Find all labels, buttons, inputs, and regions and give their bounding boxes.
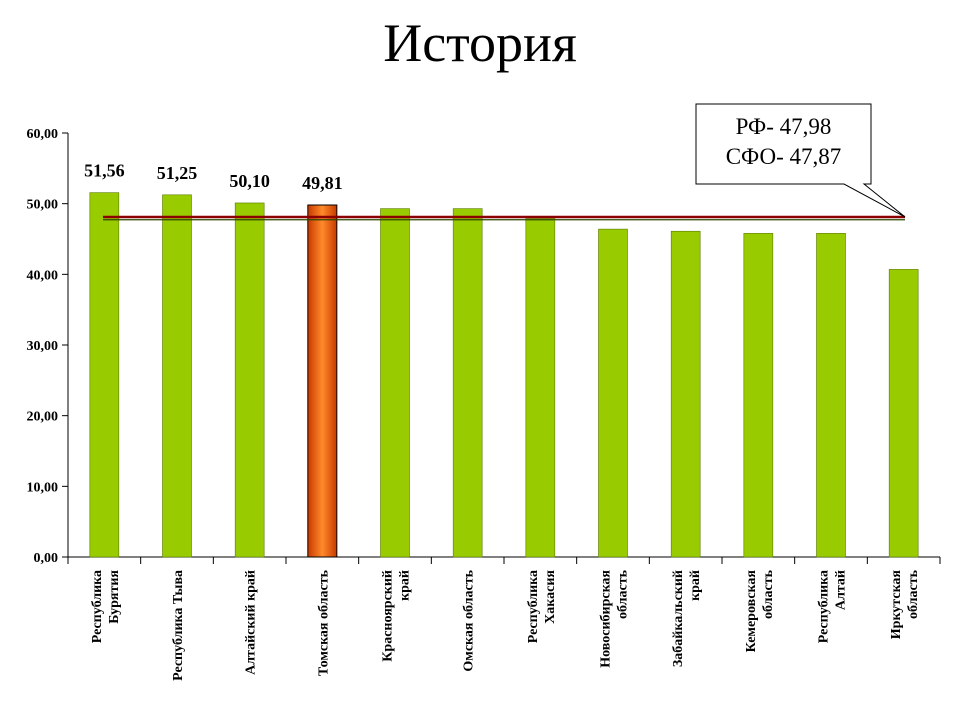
x-category-label: Республика Хакасия <box>526 570 558 644</box>
x-category-label-line: область <box>906 569 921 619</box>
x-category-label: Республика Бурятия <box>90 570 122 644</box>
reference-callout-text: СФО- 47,87 <box>726 144 842 169</box>
x-category-label: Республика Алтай <box>817 570 849 643</box>
x-category-label-line: Республика <box>817 570 832 643</box>
x-category-label-line: область <box>616 569 631 619</box>
x-category-label-line: Красноярский <box>381 570 396 662</box>
x-category-label-line: Республика Тыва <box>171 570 186 681</box>
x-category-label: Новосибирская область <box>599 569 631 667</box>
x-category-label-line: Бурятия <box>107 570 122 624</box>
page-title: История <box>383 13 577 73</box>
x-category-label: Алтайский край <box>244 570 259 675</box>
x-category-label: Забайкальский край <box>671 570 703 667</box>
reference-callout-box <box>695 103 906 218</box>
x-category-label: Кемеровская область <box>744 569 776 652</box>
y-tick-label: 0,00 <box>34 551 59 566</box>
x-category-label-line: область <box>761 569 776 619</box>
bar <box>380 208 410 558</box>
x-category-label: Омская область <box>462 569 477 671</box>
reference-callout-text: РФ- 47,98 <box>736 114 832 139</box>
x-category-label-line: Новосибирская <box>599 570 614 668</box>
bar <box>452 208 483 558</box>
x-category-label: Иркутская область <box>889 569 921 639</box>
y-tick-label: 10,00 <box>27 480 59 495</box>
bar <box>670 230 701 558</box>
data-label: 50,10 <box>229 171 270 191</box>
x-category-label: Красноярский край <box>381 570 413 662</box>
x-category-label: Томская область <box>316 569 331 676</box>
bar <box>307 204 338 558</box>
y-tick-label: 30,00 <box>27 339 59 354</box>
y-tick-label: 60,00 <box>27 127 59 142</box>
bar <box>525 218 556 558</box>
x-category-label-line: Хакасия <box>543 570 558 624</box>
x-category-label: Республика Тыва <box>171 570 186 681</box>
data-label: 51,56 <box>84 161 125 181</box>
x-category-label-line: Алтай <box>834 570 849 610</box>
data-label: 51,25 <box>157 163 198 183</box>
x-category-label-line: край <box>688 570 703 601</box>
x-category-label-line: край <box>398 570 413 601</box>
data-label: 49,81 <box>302 173 343 193</box>
x-category-label-line: Республика <box>90 570 105 643</box>
bar <box>816 233 846 558</box>
bar <box>89 192 120 558</box>
x-category-label-line: Республика <box>526 570 541 643</box>
x-category-label-line: Томская область <box>316 569 331 676</box>
bar <box>234 202 265 558</box>
x-category-label-line: Забайкальский <box>671 570 686 667</box>
y-tick-label: 50,00 <box>27 198 59 213</box>
x-category-label-line: Кемеровская <box>744 570 759 653</box>
bar <box>598 228 628 558</box>
bar <box>743 233 774 558</box>
y-tick-label: 20,00 <box>27 410 59 425</box>
x-category-label-line: Алтайский край <box>244 570 259 675</box>
bar <box>162 194 192 558</box>
y-tick-label: 40,00 <box>27 268 59 283</box>
bar <box>888 269 919 558</box>
x-category-label-line: Иркутская <box>889 570 904 640</box>
x-category-label-line: Омская область <box>462 569 477 671</box>
